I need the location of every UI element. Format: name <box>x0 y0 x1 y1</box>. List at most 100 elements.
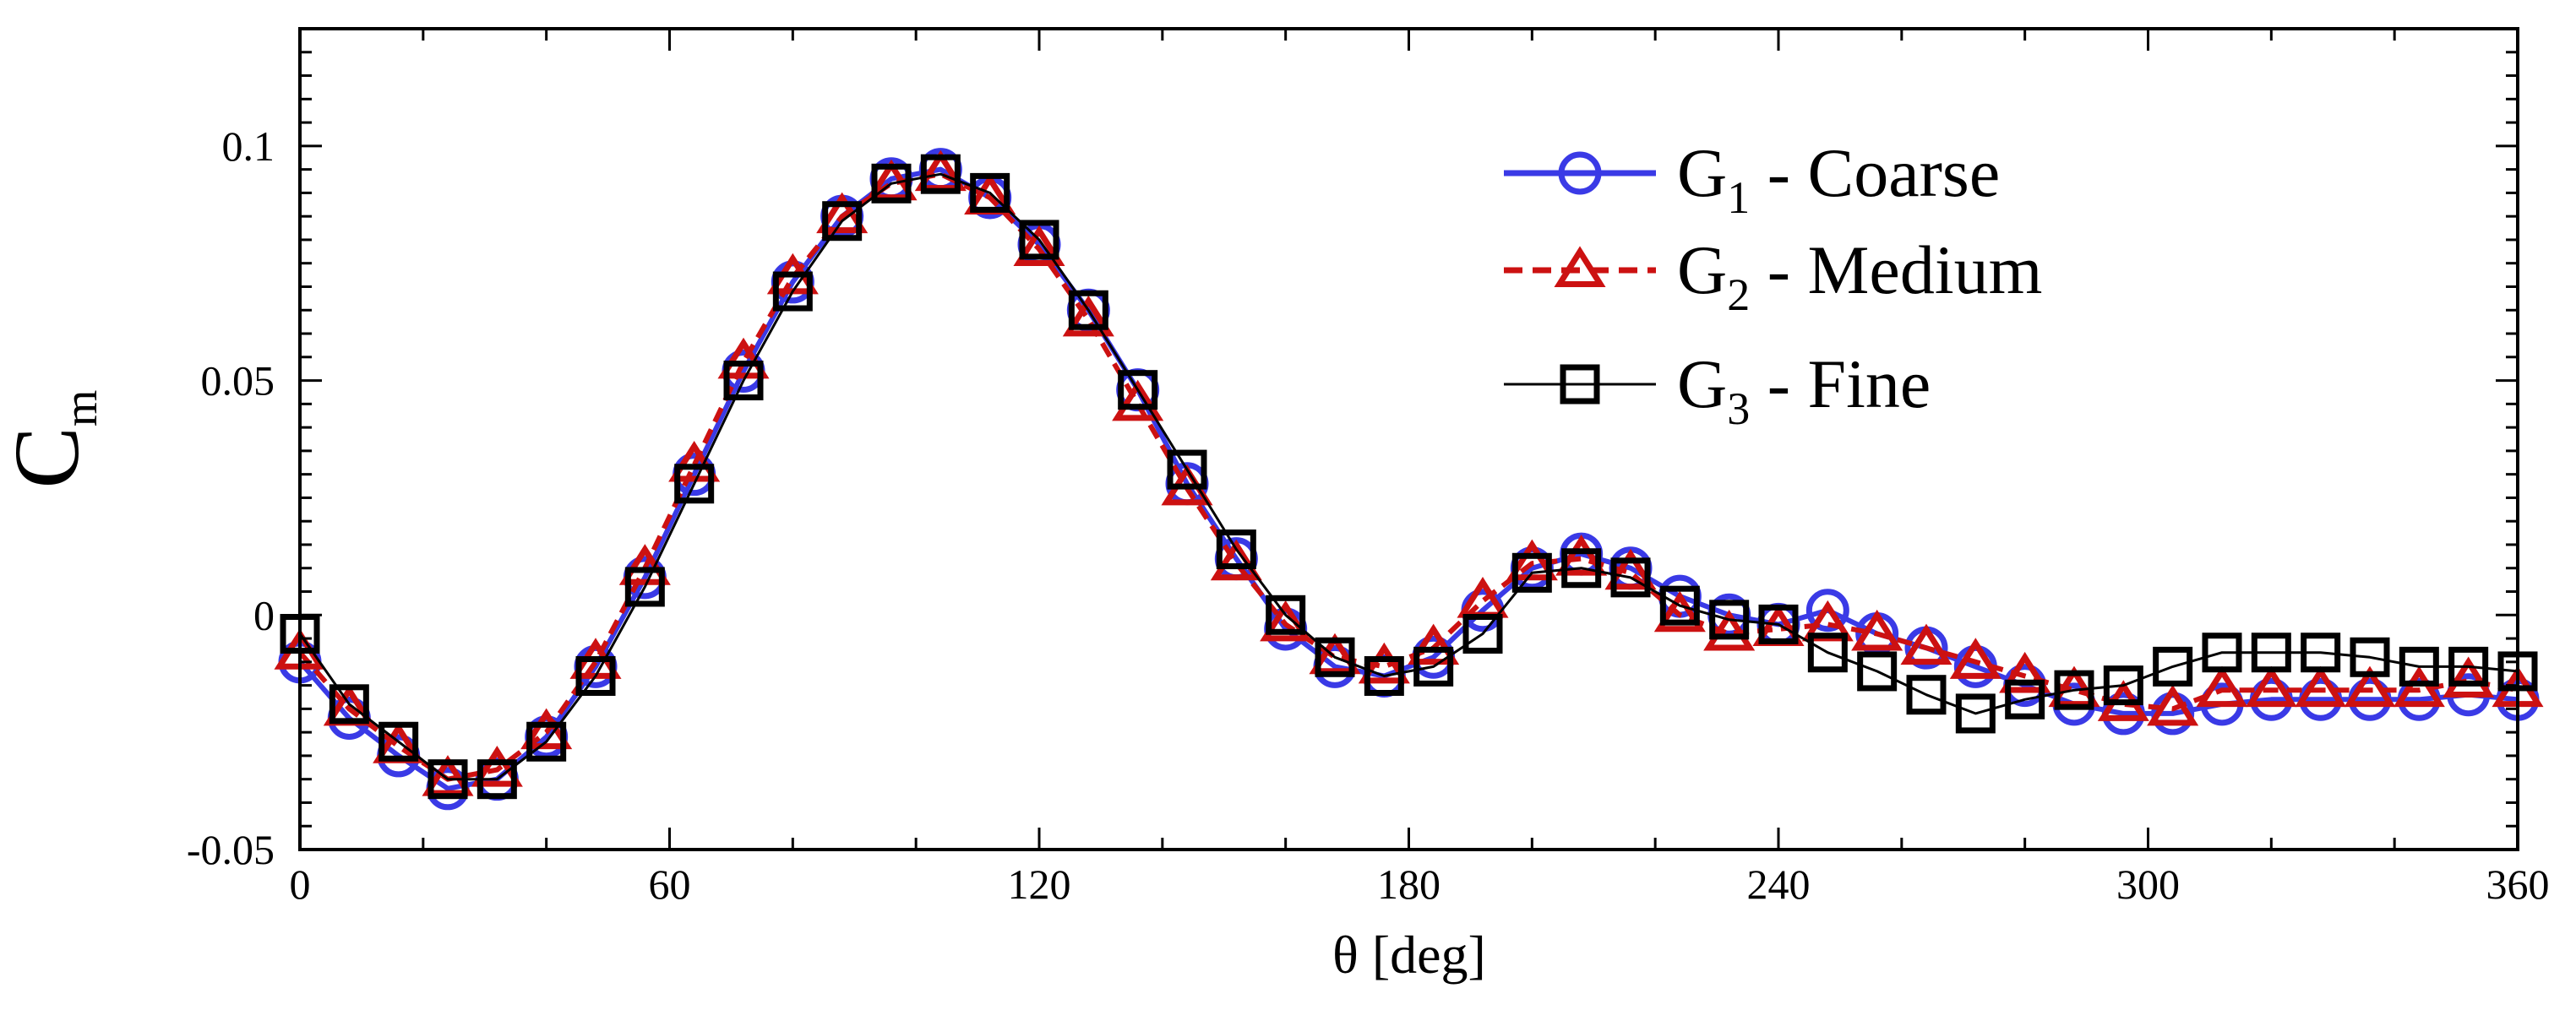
data-point <box>1604 548 1657 590</box>
x-tick-label: 360 <box>2486 861 2550 908</box>
data-point <box>723 361 764 401</box>
data-point <box>1758 604 1799 644</box>
data-point <box>2301 633 2341 673</box>
data-point <box>2196 665 2248 708</box>
y-axis-title-sub: m <box>55 390 107 427</box>
data-point <box>1709 600 1750 640</box>
x-tick-label: 300 <box>2116 861 2180 908</box>
data-point <box>1506 539 1558 581</box>
data-point <box>2448 646 2489 687</box>
legend-marker <box>1560 364 1600 405</box>
legend-item-3: G3 - Fine <box>1504 345 1931 434</box>
data-point <box>1555 535 1608 576</box>
data-point <box>1408 623 1460 665</box>
data-point <box>1511 552 1552 593</box>
x-tick-label: 180 <box>1377 861 1440 908</box>
data-point <box>1906 675 1947 715</box>
data-point <box>379 721 419 762</box>
data-point <box>1112 379 1164 421</box>
data-point <box>1805 589 1849 633</box>
x-tick-label: 240 <box>1747 861 1811 908</box>
data-point <box>1610 557 1651 598</box>
y-tick-label: 0 <box>253 591 275 638</box>
y-axis-title: Cm <box>0 390 107 489</box>
data-point <box>2393 665 2445 708</box>
data-point <box>526 721 567 762</box>
data-point <box>1949 638 2001 679</box>
data-point <box>1413 646 1454 687</box>
data-point <box>1167 449 1207 490</box>
data-point <box>1315 637 1355 677</box>
data-point <box>477 759 517 800</box>
x-tick-label: 60 <box>649 861 691 908</box>
data-point <box>2103 665 2143 706</box>
data-point <box>1462 614 1503 654</box>
data-point <box>2202 633 2242 673</box>
x-tick-label: 120 <box>1008 861 1071 908</box>
x-tick-label: 0 <box>290 861 311 908</box>
series-layer <box>274 148 2544 811</box>
data-point <box>1266 595 1306 635</box>
data-point <box>1851 609 1903 651</box>
data-point <box>1900 623 1952 665</box>
x-axis-title: θ [deg] <box>1332 925 1486 985</box>
data-point <box>674 464 715 504</box>
data-point <box>1358 642 1410 684</box>
data-point <box>1068 290 1108 330</box>
data-point <box>2344 665 2396 708</box>
data-point <box>624 567 665 607</box>
tick-labels-layer: 0 60 120 180 240 300 360 -0.05 0 0.05 0.1 <box>187 122 2550 908</box>
series-3 <box>280 154 2538 800</box>
series-line <box>297 166 2519 791</box>
legend-marker <box>1554 246 1606 287</box>
data-point <box>2245 665 2297 708</box>
data-point <box>1955 693 1996 734</box>
data-point <box>2295 665 2347 708</box>
data-point <box>970 172 1010 213</box>
data-point <box>822 201 863 242</box>
y-tick-label: 0.1 <box>222 122 275 170</box>
data-point <box>1216 529 1256 570</box>
legend-item-1: G1 - Coarse <box>1504 134 2000 223</box>
data-point <box>1118 370 1158 410</box>
y-tick-label: -0.05 <box>187 826 275 873</box>
ticks-layer <box>298 27 2519 851</box>
data-point <box>1260 600 1312 642</box>
data-point <box>575 655 616 696</box>
data-point <box>772 271 813 312</box>
data-point <box>329 684 369 725</box>
data-point <box>1364 655 1404 696</box>
legend-label: G2 - Medium <box>1677 231 2042 320</box>
data-point <box>1659 585 1700 626</box>
data-point <box>920 154 961 194</box>
data-point <box>2054 670 2094 710</box>
data-point <box>2147 684 2199 726</box>
data-point <box>1062 295 1114 337</box>
legend-marker <box>1558 151 1602 195</box>
data-point <box>1013 225 1065 267</box>
data-point <box>2399 646 2439 687</box>
data-point <box>1019 220 1059 260</box>
data-point <box>871 163 912 204</box>
data-point <box>1703 609 1756 651</box>
data-point <box>428 759 468 800</box>
data-point <box>1857 651 1898 692</box>
data-point <box>2005 679 2045 719</box>
data-point <box>2443 656 2495 698</box>
data-point <box>471 746 523 787</box>
series-line <box>298 172 2519 781</box>
legend-item-2: G2 - Medium <box>1504 231 2042 320</box>
data-point <box>2251 633 2291 673</box>
series-1 <box>278 148 2540 811</box>
data-point <box>1653 590 1706 633</box>
y-tick-label: 0.05 <box>201 357 275 405</box>
series-line <box>297 171 2519 782</box>
legend-label: G1 - Coarse <box>1677 134 2000 223</box>
data-point <box>1999 651 2051 693</box>
legend-label: G3 - Fine <box>1677 345 1931 434</box>
data-point <box>1561 548 1602 589</box>
data-point <box>2153 646 2193 687</box>
data-point <box>2350 637 2390 677</box>
